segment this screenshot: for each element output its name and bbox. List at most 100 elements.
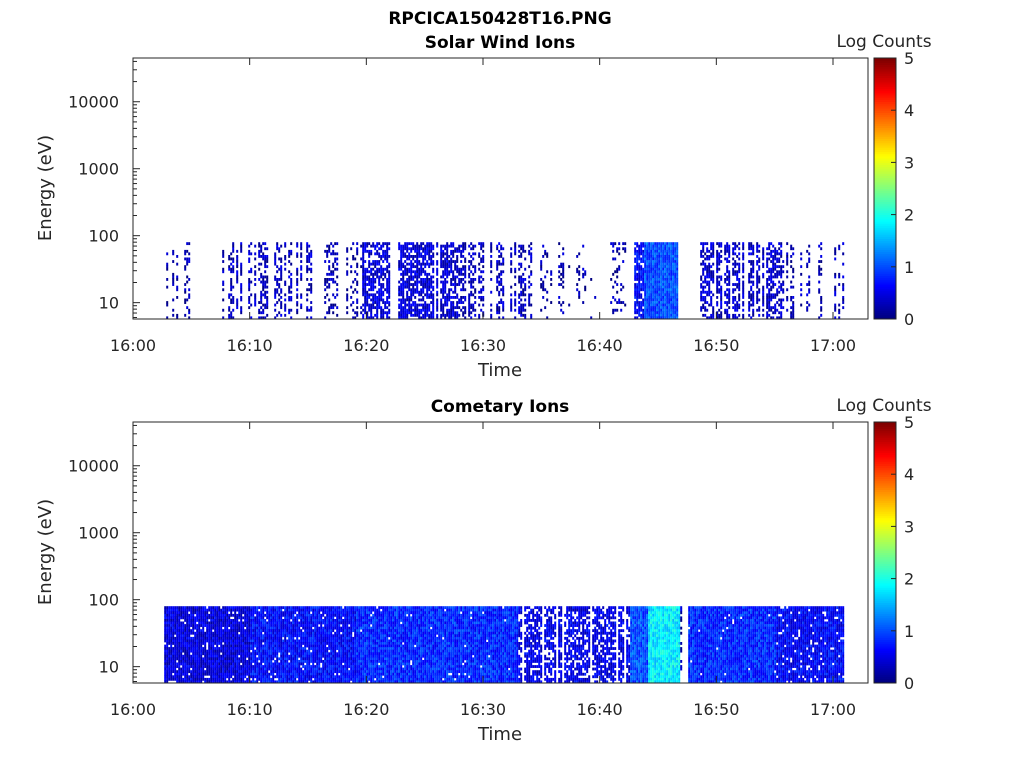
heatmap-cell [176,677,179,681]
heatmap-cell [520,290,523,294]
heatmap-cell [384,255,387,258]
heatmap-cell [214,613,217,617]
heatmap-cell [260,631,263,635]
heatmap-cell [258,616,261,620]
heatmap-cell [646,306,649,310]
heatmap-cell [404,252,407,256]
heatmap-cell [452,306,455,310]
heatmap-cell [258,649,261,653]
heatmap-cell [270,662,273,666]
heatmap-cell [184,619,187,622]
heatmap-cell [544,306,547,310]
heatmap-cell [168,660,171,663]
heatmap-cell [640,249,643,253]
heatmap-cell [234,626,237,630]
heatmap-cell [530,316,533,320]
heatmap-cell [748,247,751,251]
heatmap-cell [676,260,679,263]
heatmap-cell [178,619,181,622]
heatmap-cell [644,270,647,274]
heatmap-cell [188,680,191,684]
heatmap-cell [426,288,429,292]
heatmap-cell [222,677,225,681]
heatmap-cell [442,308,445,312]
heatmap-cell [650,306,653,310]
heatmap-cell [774,247,777,251]
heatmap-cell [766,283,769,286]
heatmap-cell [296,293,299,297]
heatmap-cell [424,280,427,284]
heatmap-cell [252,642,255,645]
heatmap-cell [172,624,175,627]
heatmap-cell [718,267,721,271]
heatmap-cell [612,285,615,289]
x-tick-label: 16:50 [693,336,739,355]
heatmap-cell [806,265,809,269]
heatmap-cell [290,308,293,312]
heatmap-cell [206,654,209,658]
heatmap-cell [778,280,781,284]
heatmap-cell [224,670,227,674]
heatmap-cell [768,247,771,251]
heatmap-cell [206,680,209,684]
heatmap-cell [228,667,231,671]
heatmap-cell [244,667,247,671]
heatmap-cell [222,624,225,627]
heatmap-cell [738,278,741,281]
heatmap-cell [188,257,191,261]
heatmap-cell [410,311,413,315]
heatmap-cell [240,657,243,661]
heatmap-cell [266,649,269,653]
heatmap-cell [166,657,169,661]
heatmap-cell [806,306,809,310]
heatmap-cell [250,613,253,617]
heatmap-cell [222,675,225,679]
colorbar-swatch [874,86,896,89]
heatmap-cell [436,242,439,246]
heatmap-cell [222,662,225,666]
heatmap-cell [216,642,219,645]
heatmap-cell [196,670,199,674]
heatmap-cell [464,270,467,274]
heatmap-cell [310,308,313,312]
heatmap-cell [560,265,563,269]
heatmap-cell [194,621,197,625]
heatmap-cell [464,311,467,315]
heatmap-cell [524,293,527,297]
heatmap-cell [528,298,531,302]
heatmap-cell [194,652,197,656]
heatmap-cell [170,670,173,674]
heatmap-cell [236,665,239,668]
heatmap-cell [482,296,485,299]
heatmap-cell [270,652,273,656]
heatmap-cell [648,265,651,269]
heatmap-cell [168,626,171,630]
heatmap-cell [238,642,241,645]
heatmap-cell [820,247,823,251]
heatmap-cell [176,652,179,656]
heatmap-cell [482,298,485,302]
heatmap-cell [770,249,773,253]
heatmap-cell [222,606,225,610]
heatmap-cell [578,270,581,274]
heatmap-cell [518,306,521,310]
heatmap-cell [388,242,391,246]
heatmap-cell [720,288,723,292]
heatmap-cell [214,616,217,620]
heatmap-cell [208,639,211,643]
heatmap-cell [654,313,657,317]
heatmap-cell [662,272,665,276]
heatmap-cell [514,267,517,271]
heatmap-cell [436,308,439,312]
heatmap-cell [232,242,235,246]
heatmap-cell [386,296,389,299]
colorbar-swatch [874,92,896,96]
heatmap-cell [192,619,195,622]
heatmap-cell [262,680,265,684]
heatmap-cell [792,270,795,274]
heatmap-cell [834,252,837,256]
heatmap-cell [414,255,417,258]
heatmap-cell [792,275,795,279]
heatmap-cell [664,244,667,248]
heatmap-cell [270,626,273,630]
